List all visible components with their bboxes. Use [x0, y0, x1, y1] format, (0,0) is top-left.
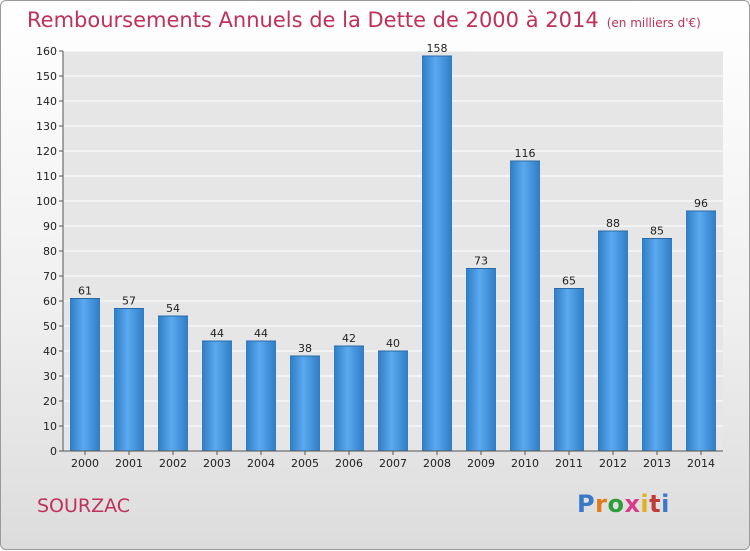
- y-tick-label: 160: [36, 45, 57, 58]
- x-tick-label-2008: 2008: [423, 457, 451, 470]
- x-tick-label-2010: 2010: [511, 457, 539, 470]
- logo-letter: P: [577, 490, 596, 518]
- value-label-2004: 44: [254, 327, 268, 340]
- x-tick-label-2012: 2012: [599, 457, 627, 470]
- chart-title: Remboursements Annuels de la Dette de 20…: [27, 8, 701, 32]
- value-label-2012: 88: [606, 217, 620, 230]
- x-tick-label-2001: 2001: [115, 457, 143, 470]
- y-tick-label: 120: [36, 145, 57, 158]
- value-label-2001: 57: [122, 295, 136, 308]
- logo-letter: t: [649, 490, 662, 518]
- bar-2008: [422, 56, 452, 451]
- y-tick-label: 50: [43, 320, 57, 333]
- value-label-2002: 54: [166, 302, 180, 315]
- value-label-2000: 61: [78, 285, 92, 298]
- bar-2011: [554, 288, 584, 451]
- title-text: Remboursements Annuels de la Dette de 20…: [27, 8, 599, 32]
- x-tick-label-2003: 2003: [203, 457, 231, 470]
- value-label-2010: 116: [515, 147, 536, 160]
- y-tick-label: 150: [36, 70, 57, 83]
- y-tick-label: 70: [43, 270, 57, 283]
- bar-2014: [686, 211, 716, 451]
- logo-letter: r: [595, 490, 608, 518]
- value-label-2006: 42: [342, 332, 356, 345]
- x-tick-label-2011: 2011: [555, 457, 583, 470]
- bar-2013: [642, 238, 672, 451]
- value-label-2009: 73: [474, 255, 488, 268]
- x-tick-label-2002: 2002: [159, 457, 187, 470]
- x-tick-label-2013: 2013: [643, 457, 671, 470]
- y-tick-label: 0: [50, 445, 57, 458]
- x-tick-label-2014: 2014: [687, 457, 715, 470]
- bar-2012: [598, 231, 628, 451]
- bar-2002: [158, 316, 188, 451]
- chart-subtitle: (en milliers d'€): [606, 16, 701, 30]
- x-tick-label-2004: 2004: [247, 457, 275, 470]
- x-axis: 2000 2001 2002 2003 2004 2005 2006 2007 2008 2009…: [63, 450, 723, 470]
- value-label-2003: 44: [210, 327, 224, 340]
- proxiti-logo: Proxiti: [577, 490, 670, 518]
- value-label-2007: 40: [386, 337, 400, 350]
- value-label-2008: 158: [427, 42, 448, 55]
- x-tick-label-2006: 2006: [335, 457, 363, 470]
- bar-2000: [70, 298, 100, 451]
- bar-2007: [378, 351, 408, 451]
- y-tick-label: 100: [36, 195, 57, 208]
- value-label-2014: 96: [694, 197, 708, 210]
- y-tick-label: 90: [43, 220, 57, 233]
- bar-2004: [246, 341, 276, 451]
- y-tick-label: 110: [36, 170, 57, 183]
- bar-2001: [114, 308, 144, 451]
- value-label-2013: 85: [650, 225, 664, 238]
- y-axis: 0 10 20 30 40 50 60 70 80 90 100 110 120 130 140 150 160: [36, 45, 64, 458]
- y-tick-label: 20: [43, 395, 57, 408]
- value-label-2011: 65: [562, 275, 576, 288]
- y-tick-label: 140: [36, 95, 57, 108]
- logo-letter: i: [661, 490, 670, 518]
- logo-letter: o: [607, 490, 625, 518]
- logo-letter: x: [624, 490, 641, 518]
- logo-letter: i: [640, 490, 650, 518]
- x-tick-label-2007: 2007: [379, 457, 407, 470]
- value-label-2005: 38: [298, 342, 312, 355]
- bar-2010: [510, 161, 540, 451]
- y-tick-label: 10: [43, 420, 57, 433]
- bars: 61 57 54 44 44 38 42 40 158 73 116 65 88 85 96: [70, 42, 716, 451]
- location-label: SOURZAC: [37, 495, 131, 517]
- bar-2006: [334, 346, 364, 451]
- y-tick-label: 30: [43, 370, 57, 383]
- bar-2003: [202, 341, 232, 451]
- bar-2005: [290, 356, 320, 451]
- y-tick-label: 130: [36, 120, 57, 133]
- x-tick-label-2000: 2000: [71, 457, 99, 470]
- x-tick-label-2009: 2009: [467, 457, 495, 470]
- y-tick-label: 60: [43, 295, 57, 308]
- y-tick-label: 80: [43, 245, 57, 258]
- y-tick-label: 40: [43, 345, 57, 358]
- x-tick-label-2005: 2005: [291, 457, 319, 470]
- bar-2009: [466, 268, 496, 451]
